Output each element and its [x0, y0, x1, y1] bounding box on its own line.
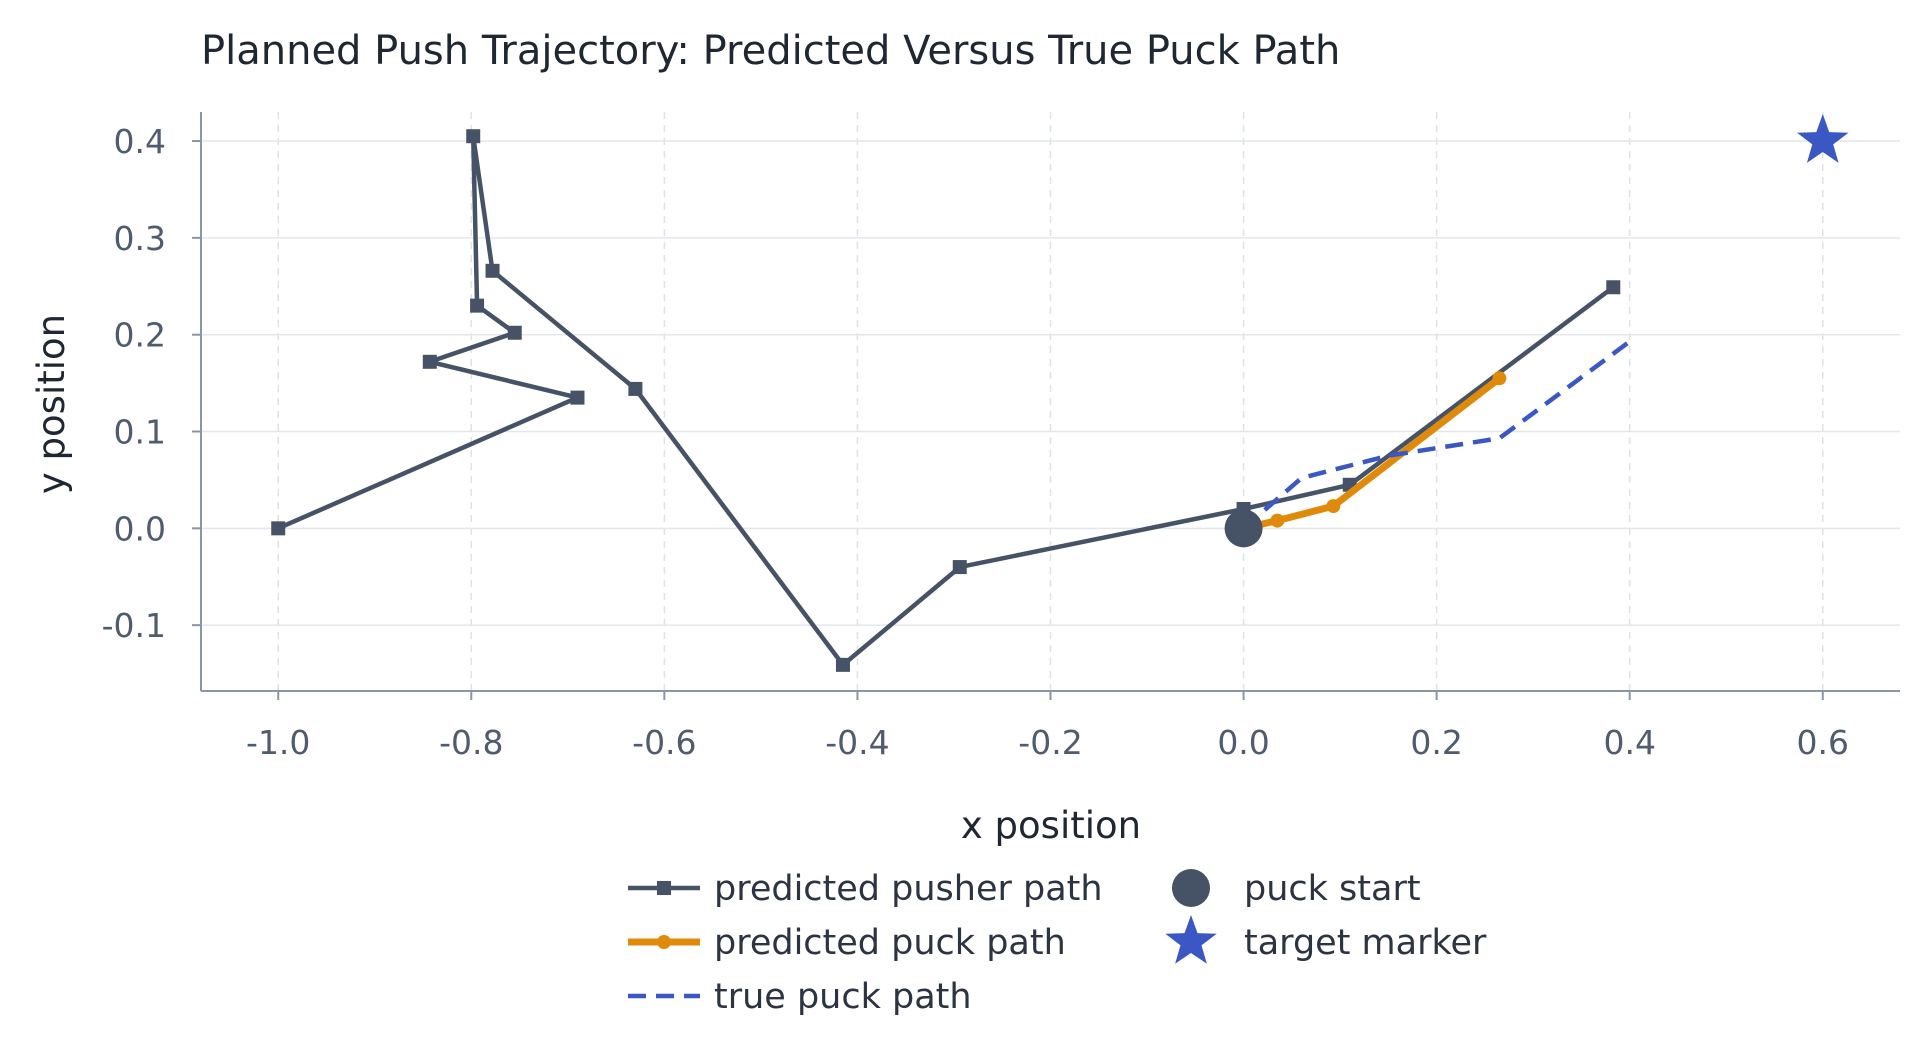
- plot-series: [271, 129, 1632, 672]
- predicted-pusher-path-line: [275, 133, 1616, 668]
- x-ticks: -1.0 -0.8 -0.6 -0.4 -0.2 0.0 0.2 0.4 0.6: [246, 691, 1849, 762]
- y-ticks: -0.1 0.0 0.1 0.2 0.3 0.4: [102, 122, 201, 645]
- x-tick-label: -0.2: [1018, 723, 1082, 762]
- legend-label: true puck path: [714, 977, 972, 1017]
- legend-item: puck start: [1172, 869, 1421, 909]
- y-tick-label: 0.3: [114, 219, 166, 258]
- legend-item: predicted pusher path: [628, 869, 1103, 909]
- grid: [201, 112, 1900, 691]
- x-tick-label: 0.0: [1217, 723, 1269, 762]
- legend-item: target marker: [1165, 915, 1487, 964]
- pusher-waypoint-point: [628, 381, 643, 396]
- legend-swatch-marker: [657, 935, 671, 949]
- x-tick-label: 0.2: [1410, 723, 1462, 762]
- legend-swatch-marker: [1172, 869, 1210, 907]
- puck-path-point: [1326, 499, 1341, 514]
- pusher-waypoint-point: [466, 129, 481, 144]
- legend-label: target marker: [1244, 923, 1487, 963]
- x-tick-label: -1.0: [246, 723, 310, 762]
- legend-swatch-marker: [657, 881, 671, 895]
- puck-start-point: [1224, 509, 1263, 548]
- puck-path-point: [1270, 513, 1285, 528]
- true-puck-path-line: [1242, 339, 1632, 530]
- legend-label: predicted puck path: [714, 923, 1066, 963]
- x-tick-label: 0.6: [1797, 723, 1849, 762]
- y-tick-label: 0.4: [114, 122, 166, 161]
- y-axis-label: y position: [30, 314, 73, 494]
- chart-title: Planned Push Trajectory: Predicted Versu…: [201, 28, 1340, 74]
- pusher-waypoint-point: [485, 263, 500, 278]
- pusher-waypoint-point: [835, 657, 850, 672]
- target-marker-point: [1797, 114, 1849, 163]
- x-tick-label: 0.4: [1603, 723, 1655, 762]
- y-tick-label: -0.1: [102, 606, 166, 645]
- pusher-waypoint-point: [422, 354, 437, 369]
- legend: predicted pusher path predicted puck path…: [628, 869, 1487, 1017]
- legend-label: predicted pusher path: [714, 869, 1103, 909]
- pusher-waypoint-point: [570, 390, 585, 405]
- x-tick-label: -0.6: [632, 723, 696, 762]
- legend-item: true puck path: [628, 977, 972, 1017]
- legend-label: puck start: [1244, 869, 1421, 909]
- x-tick-label: -0.8: [439, 723, 503, 762]
- pusher-waypoint-point: [952, 560, 967, 575]
- true-puck-path-series: [1242, 339, 1632, 530]
- plot-points: [1224, 114, 1849, 548]
- legend-item: predicted puck path: [628, 923, 1066, 963]
- pusher-waypoint-point: [507, 325, 522, 340]
- y-tick-label: 0.0: [114, 509, 166, 548]
- legend-swatch-marker: [1165, 915, 1217, 964]
- y-tick-label: 0.2: [114, 316, 166, 355]
- pusher-waypoint-point: [1606, 280, 1621, 295]
- x-axis-label: x position: [961, 804, 1141, 847]
- pusher-waypoint-point: [271, 521, 286, 536]
- pusher-waypoint-point: [470, 298, 485, 313]
- puck-path-point: [1492, 371, 1507, 386]
- y-tick-label: 0.1: [114, 413, 166, 452]
- x-tick-label: -0.4: [825, 723, 889, 762]
- predicted-pusher-path-series: [271, 129, 1621, 672]
